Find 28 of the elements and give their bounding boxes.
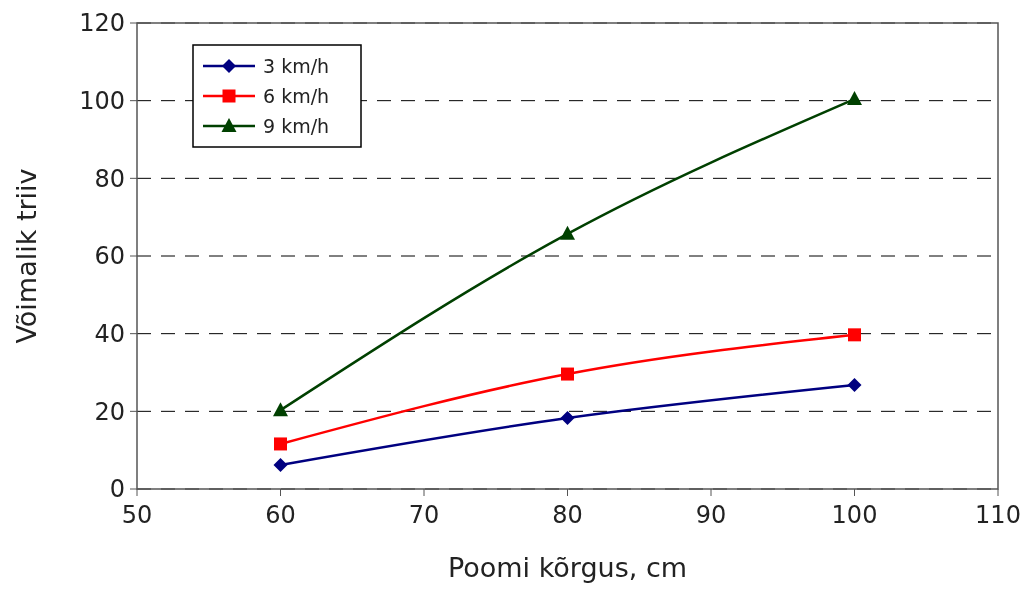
x-tick-label: 50	[121, 501, 153, 529]
y-tick-label: 120	[79, 9, 125, 38]
y-tick-label: 20	[94, 397, 125, 426]
y-axis-title: Võimalik triiv	[11, 168, 42, 344]
point	[561, 367, 574, 381]
x-tick-label: 90	[695, 501, 727, 529]
legend-label: 3 km/h	[263, 54, 330, 77]
point	[560, 410, 575, 425]
point	[274, 437, 287, 451]
legend-label: 6 km/h	[263, 84, 330, 107]
point	[273, 402, 288, 417]
x-tick-label: 100	[831, 501, 878, 529]
x-tick-label: 80	[552, 501, 583, 529]
y-tick-label: 40	[94, 320, 125, 349]
x-tick-label: 60	[265, 501, 296, 529]
x-tick-label: 70	[408, 501, 440, 529]
point	[847, 91, 862, 106]
point	[273, 457, 288, 472]
point	[847, 377, 862, 392]
point	[848, 328, 861, 342]
y-tick-label: 0	[109, 475, 125, 504]
x-axis-title: Poomi kõrgus, cm	[447, 552, 688, 583]
legend-label: 9 km/h	[263, 114, 330, 137]
y-tick-label: 60	[94, 242, 125, 271]
x-tick-label: 110	[975, 501, 1021, 529]
y-tick-label: 80	[94, 164, 125, 193]
point	[560, 225, 575, 240]
y-tick-label: 100	[79, 87, 125, 116]
